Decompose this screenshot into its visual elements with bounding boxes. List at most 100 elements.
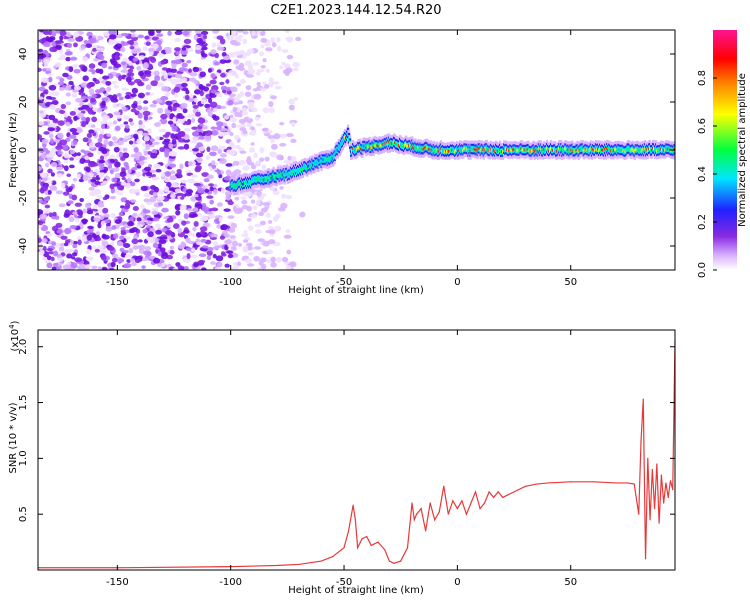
- heatmap-noise-cell: [245, 84, 252, 91]
- snr-point: [425, 530, 427, 532]
- heatmap-noise-cell: [256, 69, 265, 73]
- heatmap-noise-cell: [200, 215, 209, 222]
- heatmap-noise-cell: [239, 150, 247, 154]
- snr-point: [343, 547, 345, 549]
- heatmap-noise-cell: [119, 171, 127, 178]
- heatmap-noise-cell: [142, 209, 151, 214]
- heatmap-noise-cell: [50, 162, 58, 168]
- heatmap-noise-cell: [218, 217, 223, 223]
- heatmap-noise-cell: [191, 118, 196, 123]
- colorbar-label: Normalized spectral amplitude: [737, 73, 748, 227]
- heatmap-noise-cell: [47, 168, 53, 174]
- heatmap-noise-cell: [38, 86, 46, 92]
- heatmap-noise-cell: [102, 196, 108, 201]
- heatmap-noise-cell: [152, 192, 158, 197]
- heatmap-noise-cell: [72, 211, 79, 215]
- heatmap-noise-cell: [174, 37, 181, 42]
- snr-x-ticks: -150 -100 -50 0 50: [106, 330, 577, 588]
- heatmap-noise-cell: [225, 194, 231, 201]
- heatmap-noise-cell: [138, 119, 143, 126]
- heatmap-noise-cell: [38, 133, 43, 141]
- heatmap-noise-cell: [120, 181, 127, 186]
- heatmap-noise-cell: [126, 40, 135, 45]
- heatmap-noise-cell: [190, 196, 197, 202]
- heatmap-noise-cell: [129, 66, 135, 70]
- heatmap-noise-cell: [159, 118, 168, 125]
- heatmap-noise-cell: [212, 30, 220, 34]
- heatmap-noise-cell: [235, 82, 242, 87]
- heatmap-noise-cell: [193, 89, 201, 95]
- y-tick-label: 40: [18, 48, 29, 61]
- heatmap-noise-cell: [285, 67, 293, 73]
- heatmap-noise-cell: [254, 223, 262, 228]
- heatmap-noise-cell: [46, 262, 53, 269]
- heatmap-noise-cell: [120, 205, 125, 209]
- heatmap-noise-cell: [41, 238, 48, 244]
- heatmap-noise-cell: [198, 146, 205, 152]
- heatmap-noise-cell: [196, 197, 201, 201]
- heatmap-noise-cell: [163, 138, 171, 142]
- snr-y-axis-label: SNR (10 * v/v): [8, 402, 19, 473]
- heatmap-noise-cell: [166, 217, 174, 223]
- snr-point: [658, 522, 660, 524]
- heatmap-noise-cell: [247, 101, 254, 106]
- snr-panel: -150 -100 -50 0 50 0.5 1.0 1.5 2.0 Height of st…: [8, 320, 676, 596]
- heatmap-noise-cell: [211, 42, 217, 48]
- snr-point: [651, 468, 653, 471]
- heatmap-noise-cell: [270, 143, 278, 150]
- heatmap-noise-cell: [221, 230, 228, 235]
- heatmap-noise-cell: [76, 173, 81, 179]
- heatmap-noise-cell: [64, 159, 69, 163]
- heatmap-noise-cell: [138, 70, 144, 77]
- heatmap-noise-cell: [190, 254, 199, 259]
- snr-point: [660, 474, 662, 476]
- heatmap-noise-cell: [69, 110, 77, 116]
- heatmap-noise-cell: [132, 57, 139, 62]
- heatmap-noise-cell: [211, 164, 217, 169]
- heatmap-noise-cell: [247, 225, 254, 231]
- heatmap-noise-cell: [214, 72, 220, 77]
- heatmap-noise-cell: [43, 30, 50, 36]
- heatmap-noise-cell: [152, 43, 159, 50]
- heatmap-noise-cell: [241, 110, 249, 116]
- heatmap-noise-cell: [38, 38, 47, 44]
- heatmap-noise-cell: [174, 73, 182, 78]
- heatmap-noise-cell: [225, 79, 230, 84]
- heatmap-noise-cell: [164, 170, 172, 177]
- heatmap-noise-cell: [80, 95, 88, 100]
- heatmap-noise-cell: [130, 199, 137, 203]
- heatmap-noise-cell: [116, 241, 124, 247]
- heatmap-noise-cell: [238, 159, 246, 166]
- snr-point: [647, 457, 649, 459]
- heatmap-noise-cell: [150, 152, 158, 159]
- heatmap-noise-cell: [140, 204, 145, 209]
- heatmap-noise-cell: [183, 38, 192, 44]
- heatmap-noise-cell: [66, 33, 72, 38]
- heatmap-noise-cell: [228, 227, 236, 233]
- heatmap-noise-cell: [153, 257, 161, 264]
- heatmap-noise-cell: [216, 42, 222, 48]
- heatmap-noise-cell: [246, 48, 255, 54]
- snr-point: [298, 563, 300, 566]
- heatmap-noise-cell: [192, 226, 197, 232]
- heatmap-noise-cell: [39, 213, 48, 220]
- snr-point: [393, 562, 395, 564]
- heatmap-noise-cell: [113, 40, 122, 45]
- heatmap-noise-cell: [87, 172, 95, 177]
- heatmap-noise-cell: [128, 118, 134, 123]
- heatmap-noise-cell: [220, 224, 225, 231]
- heatmap-noise-cell: [137, 81, 145, 87]
- heatmap-noise-cell: [72, 240, 78, 245]
- heatmap-noise-cell: [174, 204, 182, 211]
- heatmap-noise-cell: [38, 59, 42, 63]
- y-tick-label: 0.5: [18, 506, 29, 522]
- heatmap-noise-cell: [168, 143, 174, 149]
- heatmap-noise-cell: [97, 245, 104, 250]
- heatmap-noise-cell: [128, 61, 134, 66]
- heatmap-noise-cell: [230, 246, 237, 251]
- heatmap-noise-cell: [219, 235, 226, 240]
- heatmap-noise-cell: [141, 265, 146, 269]
- heatmap-noise-cell: [255, 230, 262, 234]
- heatmap-noise-cell: [87, 152, 94, 158]
- heatmap-noise-cell: [187, 161, 193, 167]
